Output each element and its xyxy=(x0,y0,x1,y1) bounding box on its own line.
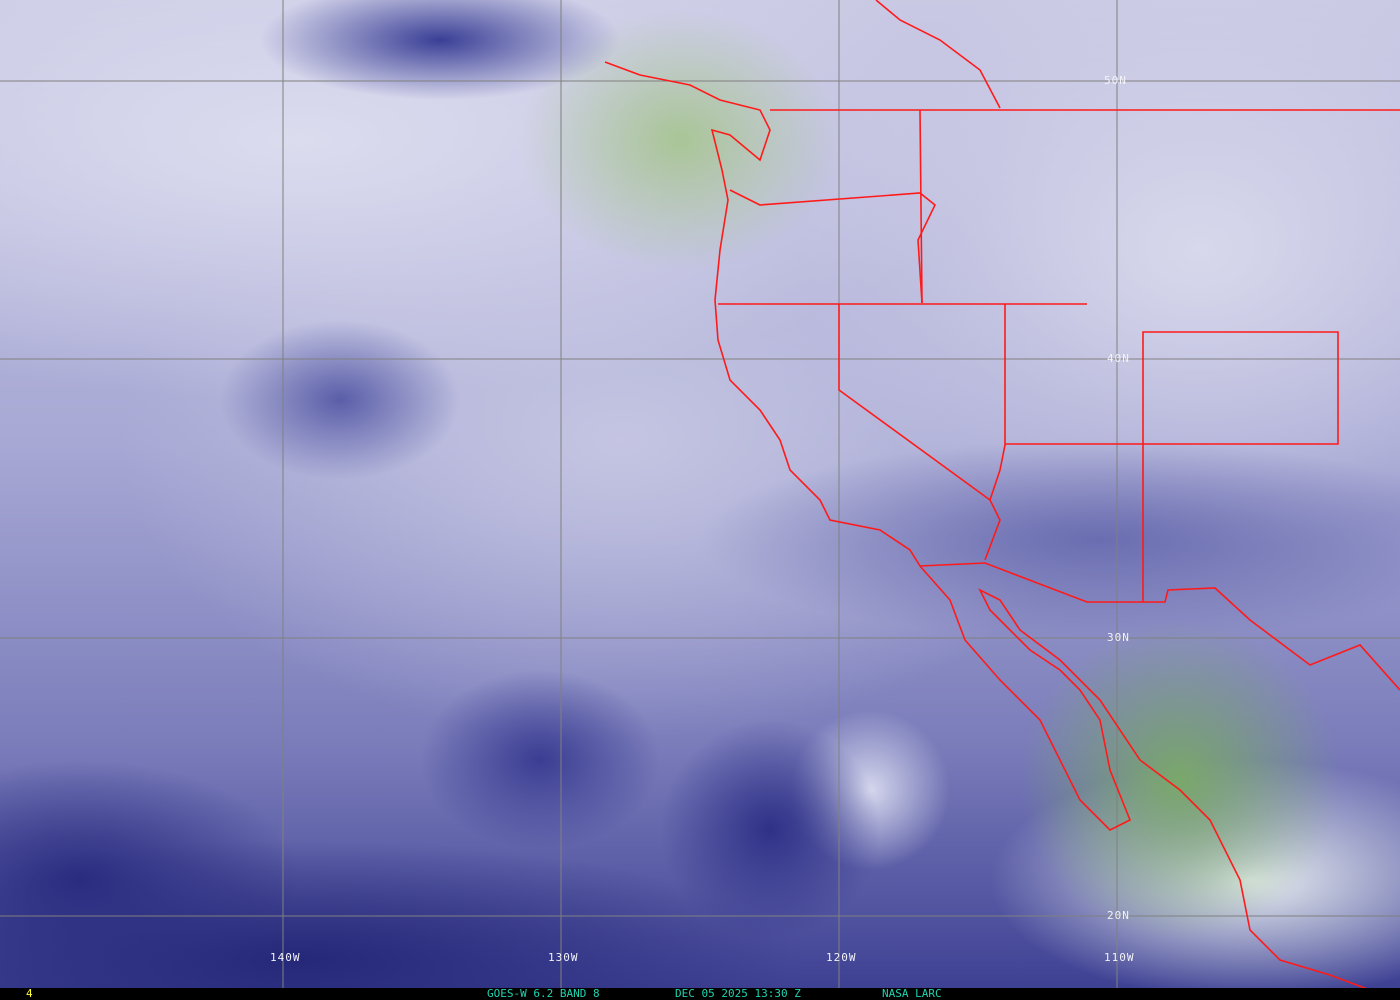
coastline-west xyxy=(604,61,1367,988)
nevada-border xyxy=(838,304,1006,502)
lat-label-30n: 30N xyxy=(1107,631,1130,644)
idaho-border xyxy=(919,109,923,304)
oregon-north xyxy=(729,189,936,304)
ca-mexico-border xyxy=(919,562,1400,691)
lat-label-50n: 50N xyxy=(1104,74,1127,87)
status-bar: 4 GOES-W 6.2 BAND 8 DEC 05 2025 13:30 Z … xyxy=(0,988,1400,1000)
az-ca-river xyxy=(984,499,1001,561)
credit-label: NASA LARC xyxy=(882,987,942,1000)
northern-border-bc xyxy=(875,0,1001,109)
lon-label-110w: 110W xyxy=(1104,951,1135,964)
satellite-band: GOES-W 6.2 BAND 8 xyxy=(487,987,600,1000)
frame-number: 4 xyxy=(26,987,33,1000)
utah-arizona xyxy=(1005,331,1339,602)
political-borders xyxy=(604,0,1400,988)
lat-label-40n: 40N xyxy=(1107,352,1130,365)
lon-label-140w: 140W xyxy=(270,951,301,964)
lat-label-20n: 20N xyxy=(1107,909,1130,922)
lon-label-130w: 130W xyxy=(548,951,579,964)
lon-label-120w: 120W xyxy=(826,951,857,964)
image-datetime: DEC 05 2025 13:30 Z xyxy=(675,987,801,1000)
